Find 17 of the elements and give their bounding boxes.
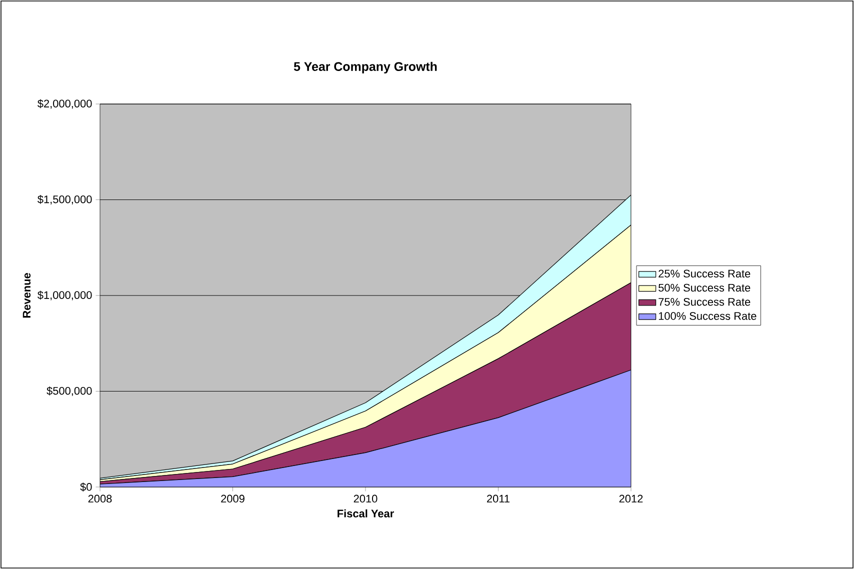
x-axis-title: Fiscal Year	[338, 509, 394, 518]
legend-label: 25% Success Rate	[658, 270, 750, 278]
x-tick-label: 2010	[354, 494, 378, 503]
y-tick-label: $1,500,000	[38, 194, 92, 205]
y-tick-label: $1,000,000	[38, 290, 92, 300]
x-tick-label: 2008	[88, 494, 112, 503]
chart-title: 5 Year Company Growth	[294, 62, 437, 74]
legend-label: 75% Success Rate	[658, 298, 750, 306]
x-tick-label: 2009	[221, 494, 244, 503]
legend-label: 50% Success Rate	[658, 284, 750, 292]
legend-label: 100% Success Rate	[658, 312, 756, 320]
y-axis-title: Revenue	[22, 273, 31, 318]
y-tick-label: $500,000	[46, 386, 92, 396]
y-tick-label: $0	[80, 482, 92, 492]
x-tick-label: 2012	[619, 494, 643, 503]
x-tick-label: 2011	[487, 494, 510, 503]
y-tick-label: $2,000,000	[38, 99, 92, 109]
